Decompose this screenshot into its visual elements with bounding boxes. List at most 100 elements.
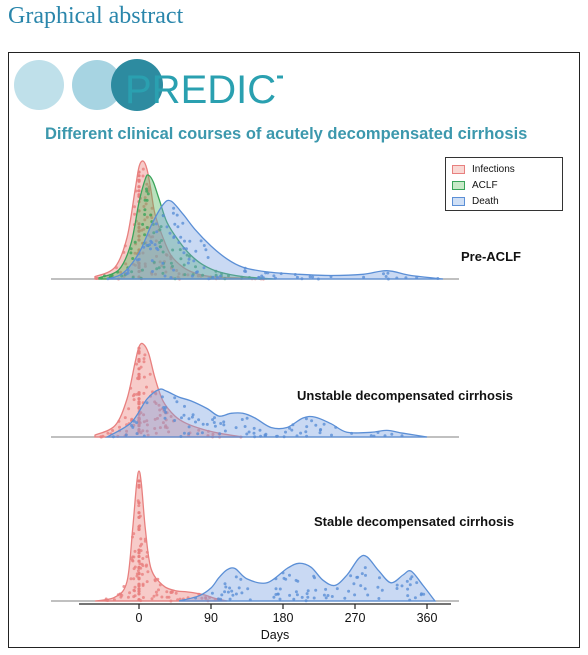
data-point-0-death — [151, 270, 154, 273]
data-point-0-death — [192, 259, 196, 263]
data-point-0-infections — [177, 272, 181, 276]
legend-label-death: Death — [472, 195, 499, 207]
data-point-1-infections — [145, 419, 149, 423]
legend-item-aclf: ACLF — [452, 177, 556, 193]
data-point-1-death — [290, 428, 294, 432]
data-point-1-infections — [157, 403, 161, 407]
data-point-2-infections — [140, 572, 144, 576]
data-point-0-aclf — [171, 248, 175, 252]
data-point-2-infections-day0 — [137, 559, 141, 563]
data-point-1-infections — [127, 407, 131, 411]
data-point-2-infections — [145, 563, 148, 567]
data-point-0-death — [187, 257, 191, 261]
data-point-2-death — [240, 591, 244, 595]
data-point-0-death — [194, 249, 198, 253]
data-point-0-death — [173, 222, 177, 226]
data-point-1-infections-day0 — [137, 359, 141, 363]
data-point-1-death — [372, 434, 376, 438]
data-point-0-death — [182, 246, 186, 250]
data-point-2-infections — [138, 562, 142, 566]
data-point-0-death — [272, 274, 276, 278]
data-point-2-infections — [169, 599, 173, 603]
data-point-1-infections — [146, 433, 150, 437]
data-point-1-infections — [139, 365, 143, 369]
data-point-2-infections-day0 — [137, 592, 141, 596]
data-point-1-infections — [142, 420, 146, 424]
data-point-2-infections — [157, 588, 160, 592]
data-point-0-death — [179, 235, 183, 239]
data-point-1-death — [295, 434, 299, 438]
data-point-0-infections — [95, 276, 99, 280]
data-point-1-infections-day0 — [137, 429, 141, 433]
data-point-2-death — [234, 575, 238, 579]
data-point-1-death — [180, 416, 183, 420]
data-point-0-infections — [141, 251, 145, 255]
data-point-0-aclf — [129, 251, 133, 255]
data-point-2-infections — [138, 544, 142, 548]
data-point-2-death — [335, 587, 339, 591]
data-point-1-infections — [142, 360, 146, 364]
data-point-1-infections-day0 — [137, 367, 141, 371]
data-point-0-infections-day0 — [137, 225, 141, 230]
data-point-0-death — [311, 275, 315, 279]
data-point-2-death — [306, 595, 310, 599]
data-point-1-infections — [129, 386, 133, 390]
data-point-0-death — [154, 222, 158, 226]
data-point-1-infections — [161, 421, 165, 425]
data-point-0-aclf — [214, 269, 218, 273]
data-point-0-aclf — [141, 268, 144, 272]
data-point-1-death — [175, 400, 179, 404]
data-point-0-death — [386, 271, 390, 275]
data-point-0-death — [186, 261, 190, 265]
data-point-1-infections — [154, 431, 158, 435]
data-point-2-death — [312, 596, 316, 600]
data-point-1-infections — [167, 430, 171, 434]
data-point-1-death — [222, 423, 226, 427]
data-point-1-death — [305, 434, 309, 438]
data-point-1-death — [291, 423, 295, 427]
data-point-0-death — [260, 274, 264, 278]
data-point-0-aclf — [131, 257, 135, 260]
data-point-0-aclf — [158, 228, 162, 232]
data-point-2-infections — [131, 558, 134, 562]
data-point-0-aclf — [133, 240, 137, 244]
data-point-1-infections — [117, 419, 121, 423]
data-point-2-death — [292, 597, 296, 601]
data-point-0-aclf — [141, 222, 145, 226]
data-point-2-infections — [150, 597, 154, 601]
data-point-1-death — [310, 419, 314, 423]
data-point-2-infections-day0 — [137, 582, 141, 586]
data-point-2-death — [305, 592, 309, 596]
data-point-0-aclf — [116, 270, 120, 274]
data-point-2-infections-day0 — [137, 587, 141, 591]
x-tick-label-180: 180 — [273, 611, 294, 625]
data-point-0-death — [176, 225, 180, 229]
data-point-1-infections — [158, 426, 162, 430]
data-point-1-death — [253, 435, 257, 439]
data-point-2-infections — [132, 532, 136, 536]
data-point-1-death — [284, 430, 287, 434]
data-point-2-infections-day0 — [137, 511, 141, 515]
data-point-1-death — [200, 431, 204, 435]
data-point-0-aclf — [161, 271, 165, 275]
logo-wordmark: PREDICT — [125, 68, 283, 112]
data-point-2-death — [220, 593, 224, 597]
data-point-0-infections — [150, 206, 154, 210]
data-point-0-death — [382, 272, 385, 276]
data-point-0-infections — [150, 216, 154, 220]
data-point-1-death — [234, 426, 238, 430]
data-point-0-death — [257, 276, 261, 280]
data-point-1-infections — [142, 413, 146, 417]
data-point-1-death — [318, 431, 322, 435]
data-point-1-death — [182, 431, 186, 435]
data-point-0-infections — [169, 257, 173, 261]
data-point-2-death — [410, 575, 414, 579]
data-point-0-aclf — [145, 226, 149, 229]
data-point-0-death — [211, 275, 215, 279]
data-point-2-death — [413, 596, 417, 600]
data-point-2-death — [353, 593, 357, 597]
density-area-2-death — [178, 554, 437, 602]
data-point-1-death — [183, 404, 186, 408]
data-point-1-death — [213, 424, 217, 428]
data-point-1-death — [187, 425, 191, 429]
